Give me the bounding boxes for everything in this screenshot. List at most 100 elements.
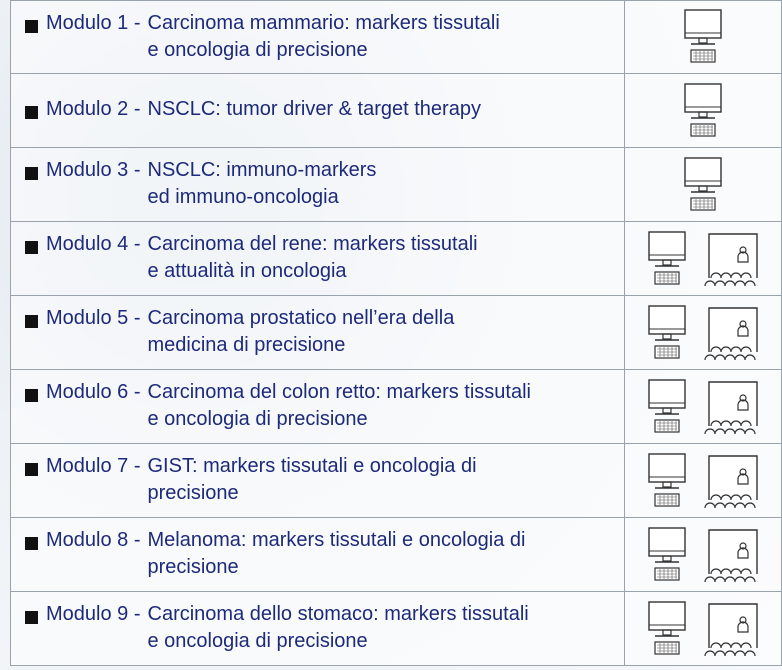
audience-front	[704, 353, 756, 360]
audience-front	[704, 575, 756, 582]
board	[708, 380, 758, 426]
classroom-icon	[704, 306, 758, 360]
audience-front	[704, 279, 756, 286]
mode-cell	[625, 444, 782, 517]
module-title: Carcinoma dello stomaco: markers tissuta…	[148, 601, 529, 655]
board	[708, 528, 758, 574]
mode-cell	[625, 370, 782, 443]
module-cell: Modulo 7 - GIST: markers tissutali e onco…	[10, 444, 625, 517]
mode-cell	[625, 1, 782, 73]
classroom-icon	[704, 380, 758, 434]
module-title: Melanoma: markers tissutali e oncologia …	[148, 527, 526, 581]
mode-cell	[625, 592, 782, 665]
module-cell: Modulo 8 - Melanoma: markers tissutali e …	[10, 518, 625, 591]
title-line: ed immuno-oncologia	[147, 186, 339, 208]
bullet-square	[25, 315, 38, 328]
module-cell: Modulo 9 - Carcinoma dello stomaco: marke…	[10, 592, 625, 665]
stand	[662, 480, 672, 488]
teacher-head	[739, 393, 747, 402]
keys	[657, 272, 677, 283]
bullet-square	[25, 241, 38, 254]
online-icon	[648, 600, 686, 655]
teacher-body	[737, 546, 749, 559]
online-icon	[648, 378, 686, 433]
online-icon	[648, 304, 686, 359]
stand	[698, 37, 708, 44]
module-row: Modulo 2 - NSCLC: tumor driver & target t…	[10, 74, 782, 148]
monitor	[648, 230, 686, 261]
module-title: Carcinoma prostatico nell’era della medic…	[148, 305, 455, 359]
bullet-square	[25, 167, 38, 180]
module-title: Carcinoma del colon retto: markers tissu…	[148, 379, 531, 433]
module-label: Modulo 7 -	[46, 455, 141, 477]
module-title: GIST: markers tissutali e oncologia di pr…	[148, 453, 477, 507]
bullet-square	[25, 463, 38, 476]
teacher-body	[737, 250, 749, 263]
module-cell: Modulo 4 - Carcinoma del rene: markers ti…	[10, 222, 625, 295]
title-line: Carcinoma prostatico nell’era della	[147, 307, 455, 329]
keys	[693, 124, 713, 135]
stand	[662, 406, 672, 414]
bullet-square	[25, 389, 38, 402]
title-line: GIST: markers tissutali e oncologia di	[147, 455, 477, 477]
monitor	[684, 9, 722, 39]
module-row: Modulo 8 - Melanoma: markers tissutali e …	[10, 518, 782, 592]
title-line: NSCLC: immuno-markers	[147, 159, 377, 181]
monitor	[648, 600, 686, 631]
teacher-head	[739, 319, 747, 328]
module-cell: Modulo 5 - Carcinoma prostatico nell’era …	[10, 296, 625, 369]
title-line: e attualità in oncologia	[147, 260, 347, 282]
module-row: Modulo 6 - Carcinoma del colon retto: mar…	[10, 370, 782, 444]
title-line: Carcinoma del colon retto: markers tissu…	[147, 381, 531, 403]
board	[708, 232, 758, 278]
teacher-head	[739, 467, 747, 476]
monitor	[648, 304, 686, 335]
module-label: Modulo 3 -	[46, 159, 141, 181]
monitor	[648, 452, 686, 483]
audience-front	[704, 649, 756, 656]
monitor	[684, 82, 722, 113]
module-row: Modulo 7 - GIST: markers tissutali e onco…	[10, 444, 782, 518]
stand	[662, 554, 672, 562]
audience-front	[704, 427, 756, 434]
monitor	[648, 526, 686, 557]
online-icon	[684, 156, 722, 211]
teacher-body	[737, 472, 749, 485]
module-cell: Modulo 2 - NSCLC: tumor driver & target t…	[10, 74, 625, 147]
title-line: Carcinoma mammario: markers tissutali	[147, 12, 500, 34]
module-cell: Modulo 6 - Carcinoma del colon retto: mar…	[10, 370, 625, 443]
module-title: NSCLC: tumor driver & target therapy	[148, 96, 481, 123]
keys	[693, 51, 713, 61]
mode-cell	[625, 74, 782, 147]
bullet-square	[25, 611, 38, 624]
module-label: Modulo 1 -	[46, 12, 141, 34]
board	[708, 454, 758, 500]
teacher-body	[737, 398, 749, 411]
bullet-square	[25, 20, 38, 33]
module-cell: Modulo 1 - Carcinoma mammario: markers ti…	[10, 1, 625, 73]
online-icon	[648, 230, 686, 285]
teacher-body	[737, 620, 749, 633]
module-title: Carcinoma mammario: markers tissutali e o…	[148, 10, 500, 64]
module-row: Modulo 3 - NSCLC: immuno-markers ed immuno…	[10, 148, 782, 222]
stand	[698, 110, 708, 118]
stand	[662, 258, 672, 266]
audience-back	[710, 493, 752, 500]
title-line: e oncologia di precisione	[147, 39, 368, 61]
keys	[693, 198, 713, 209]
module-row: Modulo 5 - Carcinoma prostatico nell’era …	[10, 296, 782, 370]
module-label: Modulo 2 -	[46, 98, 141, 120]
monitor	[684, 156, 722, 187]
classroom-icon	[704, 454, 758, 508]
classroom-icon	[704, 528, 758, 582]
bullet-square	[25, 537, 38, 550]
title-line: e oncologia di precisione	[147, 630, 368, 652]
module-label: Modulo 8 -	[46, 529, 141, 551]
module-label: Modulo 5 -	[46, 307, 141, 329]
stand	[698, 184, 708, 192]
module-row: Modulo 4 - Carcinoma del rene: markers ti…	[10, 222, 782, 296]
online-icon	[684, 9, 722, 63]
board	[708, 602, 758, 648]
mode-cell	[625, 222, 782, 295]
title-line: medicina di precisione	[147, 334, 346, 356]
